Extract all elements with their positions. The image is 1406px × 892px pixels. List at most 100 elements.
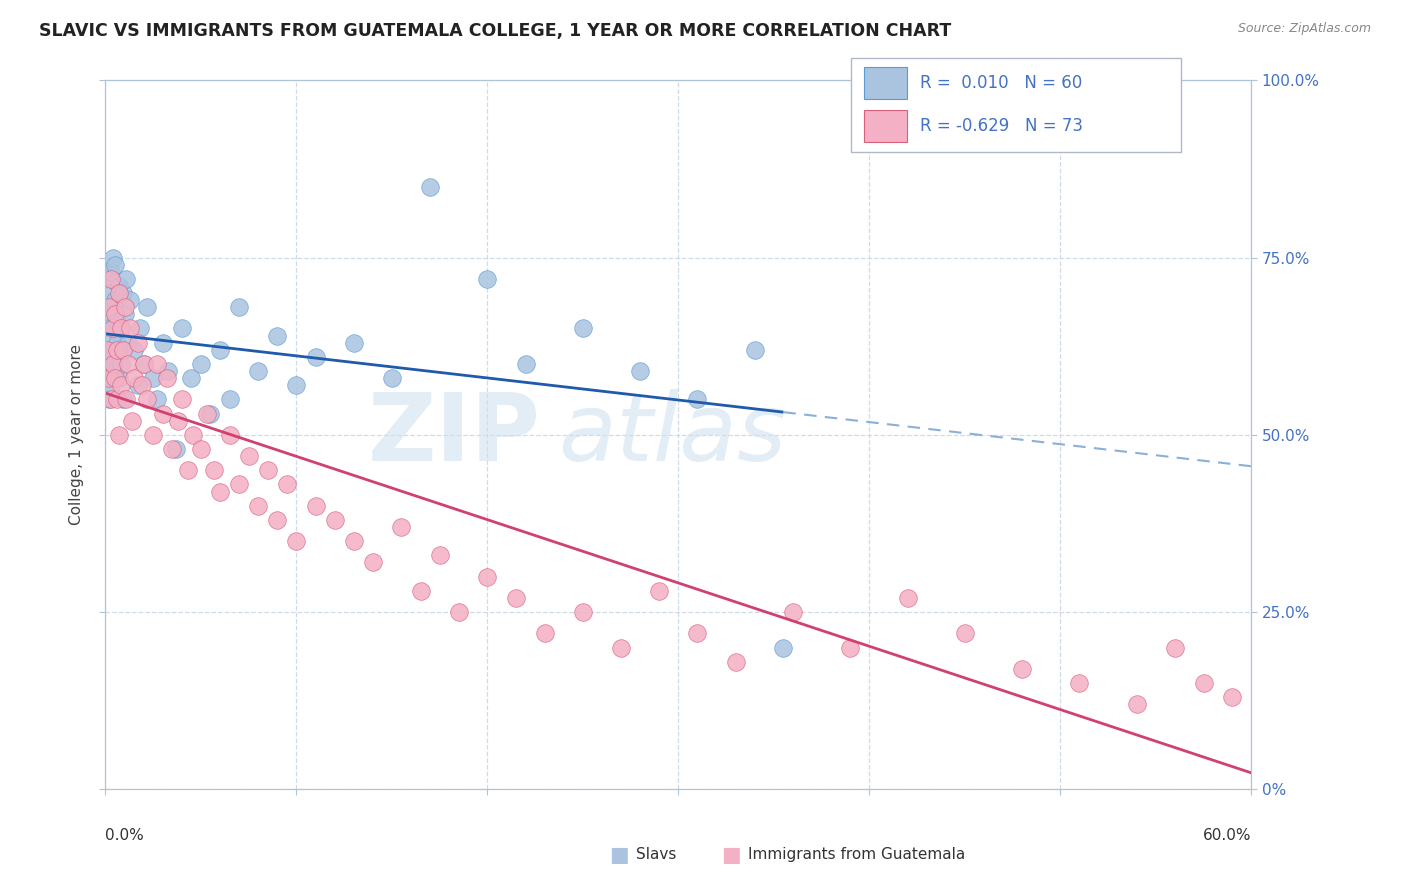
Point (228, 477, 250, 491)
Point (100, 272, 122, 286)
Point (839, 640, 862, 655)
Point (1069, 676, 1091, 690)
Point (122, 371, 145, 385)
Point (152, 335, 174, 350)
Text: atlas: atlas (558, 389, 786, 481)
Point (132, 357, 155, 371)
Text: ■: ■ (609, 845, 628, 864)
Point (104, 364, 127, 378)
Point (477, 570, 499, 584)
Point (111, 343, 134, 357)
Point (117, 335, 139, 350)
Point (104, 293, 127, 307)
Point (132, 357, 155, 371)
Text: Source: ZipAtlas.com: Source: ZipAtlas.com (1237, 22, 1371, 36)
Point (772, 640, 794, 655)
Point (108, 371, 131, 385)
Point (131, 378, 153, 392)
Point (96, 343, 118, 357)
Point (98, 392, 121, 407)
Text: R = -0.629   N = 73: R = -0.629 N = 73 (920, 118, 1083, 136)
Point (247, 364, 270, 378)
Point (114, 307, 136, 321)
Point (209, 484, 232, 499)
Point (190, 442, 212, 456)
Point (515, 357, 537, 371)
Point (111, 286, 134, 301)
Point (142, 371, 165, 385)
Point (1220, 690, 1243, 705)
Point (285, 378, 308, 392)
Point (1125, 698, 1147, 712)
Point (110, 321, 132, 335)
Point (1192, 676, 1215, 690)
FancyBboxPatch shape (851, 58, 1181, 152)
Point (409, 583, 432, 598)
Point (105, 343, 128, 357)
Point (136, 300, 159, 314)
Point (98, 300, 121, 314)
Bar (863, 68, 907, 99)
Point (115, 392, 138, 407)
Point (98, 357, 121, 371)
Point (181, 428, 204, 442)
Point (391, 520, 413, 534)
Point (724, 655, 747, 669)
Point (285, 534, 308, 549)
Point (105, 314, 128, 328)
Point (505, 591, 527, 605)
Point (96, 343, 118, 357)
Point (157, 364, 180, 378)
Point (195, 407, 218, 421)
Point (200, 407, 222, 421)
Point (782, 605, 804, 619)
Point (686, 392, 709, 407)
Point (180, 371, 202, 385)
Point (120, 321, 142, 335)
Point (218, 428, 240, 442)
Point (110, 357, 132, 371)
Y-axis label: College, 1 year or more: College, 1 year or more (69, 344, 84, 525)
Point (266, 513, 288, 527)
Point (127, 335, 149, 350)
Point (142, 428, 165, 442)
Point (953, 626, 976, 640)
Text: 0.0%: 0.0% (105, 829, 145, 844)
Point (572, 321, 595, 335)
Text: Immigrants from Guatemala: Immigrants from Guatemala (748, 847, 966, 862)
Text: 60.0%: 60.0% (1204, 829, 1251, 844)
Point (343, 534, 366, 549)
Point (247, 499, 270, 513)
Point (572, 605, 595, 619)
Point (429, 549, 451, 563)
Point (1164, 640, 1187, 655)
Point (744, 343, 766, 357)
Point (108, 279, 131, 293)
Point (100, 392, 122, 407)
Point (218, 392, 240, 407)
Point (100, 328, 122, 343)
Point (105, 392, 128, 407)
Point (98, 371, 121, 385)
Point (105, 335, 128, 350)
Point (127, 378, 149, 392)
Point (343, 335, 366, 350)
Point (104, 371, 127, 385)
Point (202, 463, 225, 477)
Point (276, 477, 298, 491)
Point (136, 392, 159, 407)
Point (104, 307, 127, 321)
Point (98, 321, 121, 335)
Point (110, 321, 132, 335)
Point (190, 357, 212, 371)
Point (648, 583, 671, 598)
Point (96, 307, 118, 321)
Point (381, 371, 404, 385)
Point (361, 556, 384, 570)
Point (114, 300, 136, 314)
Point (101, 321, 124, 335)
Point (98, 286, 121, 301)
Point (170, 321, 193, 335)
Point (120, 293, 142, 307)
Point (146, 357, 169, 371)
